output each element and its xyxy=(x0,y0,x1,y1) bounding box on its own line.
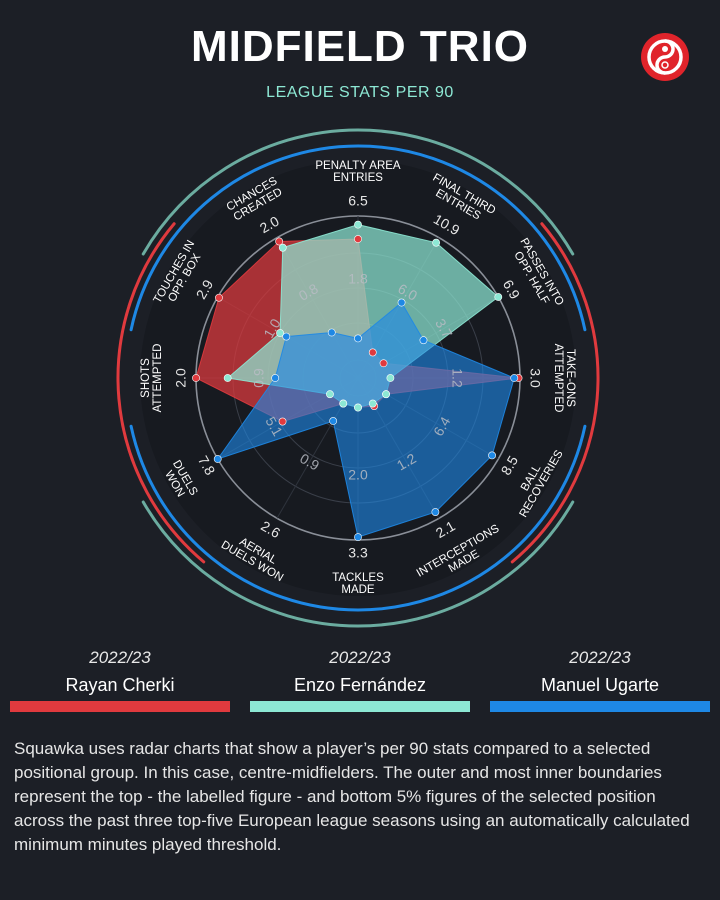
axis-name-label: PENALTY AREA xyxy=(315,160,401,172)
data-point-fernandez xyxy=(354,403,362,412)
data-point-cherki xyxy=(379,359,388,368)
legend-season: 2022/23 xyxy=(569,648,631,667)
axis-max-label: 3.0 xyxy=(527,368,543,388)
data-point-fernandez xyxy=(223,374,232,382)
data-point-ugarte xyxy=(488,451,496,460)
legend-player-name: Manuel Ugarte xyxy=(540,675,660,695)
legend-item-cherki: 2022/23 Rayan Cherki xyxy=(10,648,230,696)
data-point-fernandez xyxy=(354,220,362,229)
data-point-ugarte xyxy=(271,374,280,382)
page-subtitle: LEAGUE STATS PER 90 xyxy=(266,84,454,101)
data-point-fernandez xyxy=(339,399,348,408)
legend-color-bar-cherki xyxy=(10,701,230,712)
legend-player-name: Rayan Cherki xyxy=(65,675,175,695)
legend-season: 2022/23 xyxy=(329,648,391,667)
data-point-ugarte xyxy=(431,508,440,516)
axis-name-label: TAKE-ONS xyxy=(564,349,576,407)
axis-name-label: SHOTS xyxy=(140,358,152,398)
data-point-ugarte xyxy=(213,455,222,463)
data-point-cherki xyxy=(278,417,287,426)
axis-name-label: TACKLES xyxy=(332,572,384,584)
data-point-fernandez xyxy=(278,243,287,252)
axis-label-group: SHOTS ATTEMPTED xyxy=(140,344,164,413)
data-point-cherki xyxy=(354,235,362,243)
data-point-fernandez xyxy=(432,238,441,247)
data-point-fernandez xyxy=(276,329,284,337)
legend-color-bar-ugarte xyxy=(490,701,710,712)
axis-mid-label: 1.2 xyxy=(449,368,465,388)
data-point-ugarte xyxy=(354,533,362,542)
legend-item-fernandez: 2022/23 Enzo Fernández xyxy=(250,648,470,696)
data-point-ugarte xyxy=(397,298,406,307)
data-point-fernandez xyxy=(368,399,377,408)
outer-arc-ugarte xyxy=(129,424,587,612)
axis-mid-label: 0.9 xyxy=(251,368,267,388)
data-point-ugarte xyxy=(327,328,336,337)
data-point-ugarte xyxy=(282,332,291,341)
axis-max-label: 6.5 xyxy=(348,193,368,209)
data-point-cherki xyxy=(275,237,284,246)
data-point-ugarte xyxy=(419,336,428,345)
data-point-fernandez xyxy=(326,390,334,399)
axis-mid-label: 2.0 xyxy=(348,467,368,483)
outer-arc-fernandez xyxy=(141,128,575,256)
axis-max-label: 2.0 xyxy=(173,368,189,388)
methodology-caption: Squawka uses radar charts that show a pl… xyxy=(14,739,690,854)
legend-color-bar-fernandez xyxy=(250,701,470,712)
brand-logo-icon xyxy=(641,33,689,81)
radar-chart: 6.51.810.96.0 6.93.73.01.28.56.42.11.23.3… xyxy=(116,128,600,628)
data-point-cherki xyxy=(215,293,223,302)
axis-max-label: 3.3 xyxy=(348,545,368,561)
data-point-cherki xyxy=(192,374,200,382)
data-point-fernandez xyxy=(382,390,390,399)
outer-arc-fernandez xyxy=(141,500,575,628)
outer-arc-cherki xyxy=(116,222,206,564)
data-point-fernandez xyxy=(494,293,503,301)
outer-arc-cherki xyxy=(510,222,600,564)
legend-season: 2022/23 xyxy=(89,648,151,667)
axis-name-label: ENTRIES xyxy=(333,172,383,184)
data-point-cherki xyxy=(368,348,377,357)
data-point-ugarte xyxy=(354,334,362,343)
page-title: MIDFIELD TRIO xyxy=(190,22,530,71)
axis-name-label: ATTEMPTED xyxy=(152,344,164,413)
legend-item-ugarte: 2022/23 Manuel Ugarte xyxy=(490,648,710,696)
data-point-fernandez xyxy=(386,374,395,382)
axis-name-label: MADE xyxy=(341,584,375,596)
outer-arc-ugarte xyxy=(129,144,587,332)
data-point-ugarte xyxy=(329,417,338,425)
axis-name-label: ATTEMPTED xyxy=(552,344,564,413)
axis-mid-label: 1.8 xyxy=(348,271,368,287)
data-point-ugarte xyxy=(510,374,519,382)
legend-player-name: Enzo Fernández xyxy=(293,675,427,695)
